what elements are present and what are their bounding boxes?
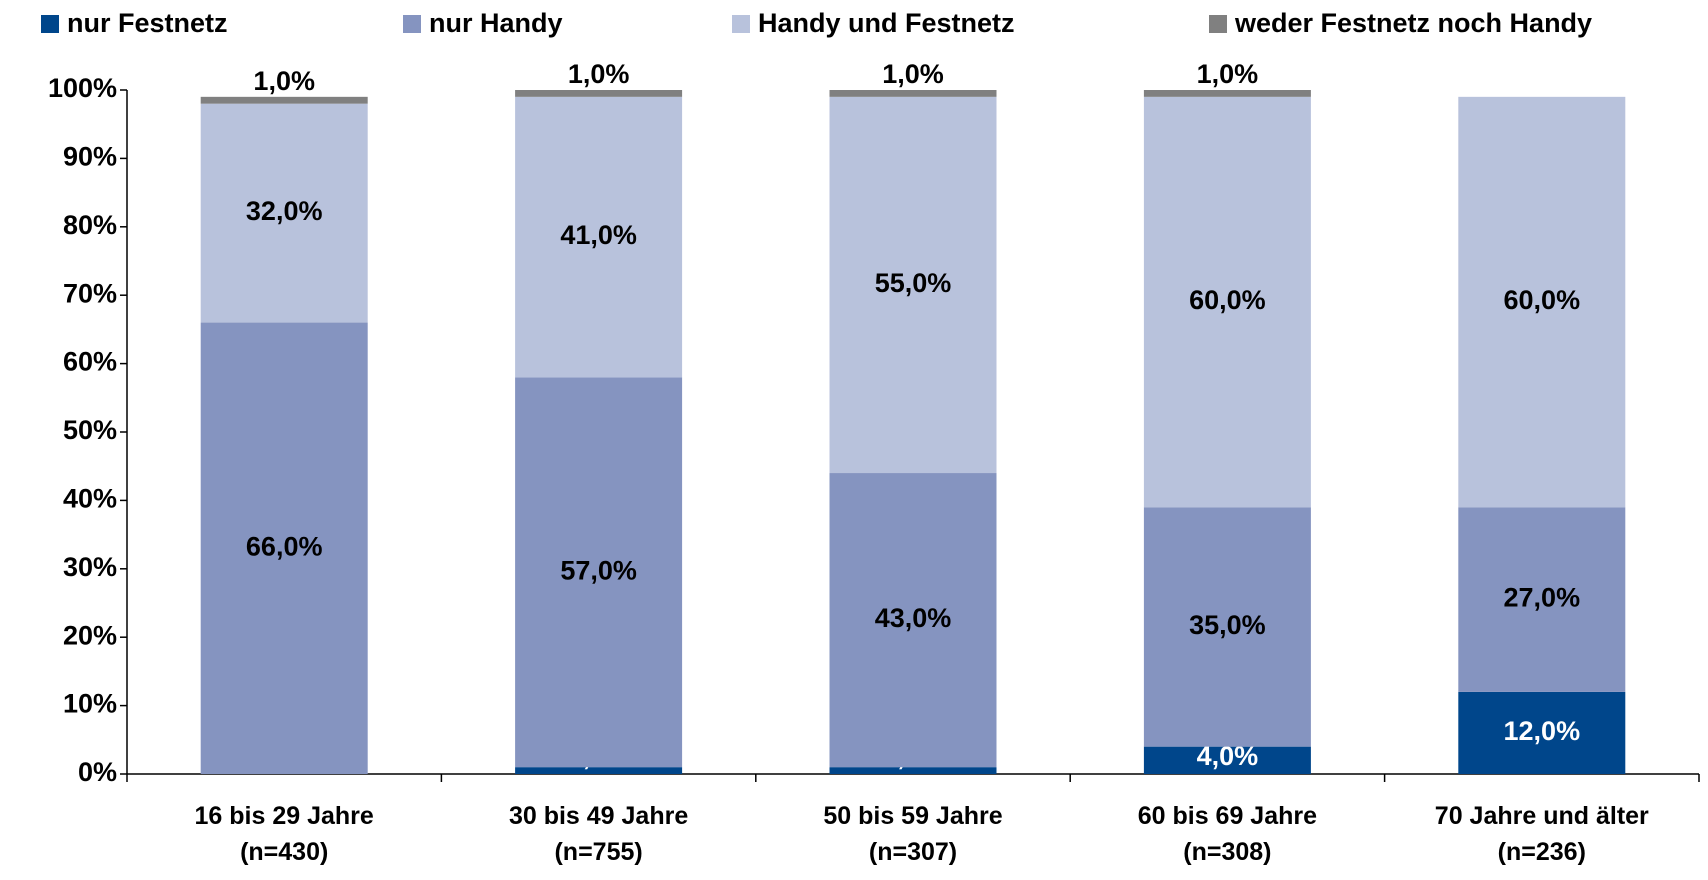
x-tick-label: 50 bis 59 Jahre (n=307) [823,802,1003,866]
legend-label: nur Handy [429,8,563,38]
bar-segment [515,377,683,768]
x-tick-label: 70 Jahre und älter (n=236) [1434,802,1649,866]
bar-segment [829,90,997,97]
data-label: 66,0% [246,531,323,561]
y-tick-label: 90% [63,142,117,172]
y-tick-label: 100% [48,73,117,103]
bar-segment [1458,96,1626,508]
y-tick-label: 60% [63,347,117,377]
bar-segment [829,767,997,774]
data-label: 1,0% [253,66,315,96]
y-tick-label: 0% [78,757,117,787]
data-label: 27,0% [1504,583,1581,613]
y-tick-label: 10% [63,689,117,719]
data-label: 1,0% [568,59,630,89]
x-tick-label: 30 bis 49 Jahre (n=755) [508,802,689,866]
bar-segment [515,96,683,378]
y-tick-label: 40% [63,484,117,514]
legend-swatch [41,15,59,33]
data-label: 55,0% [875,268,952,298]
bar-segment [1143,507,1311,747]
bar-segment [1458,507,1626,692]
data-label: 60,0% [1189,285,1266,315]
data-label: 12,0% [1504,716,1581,746]
legend-swatch [403,15,421,33]
data-label: 60,0% [1504,285,1581,315]
bar-segment [829,96,997,474]
y-tick-label: 30% [63,552,117,582]
data-label: 32,0% [246,196,323,226]
legend-label: weder Festnetz noch Handy [1234,8,1592,38]
y-tick-label: 50% [63,415,117,445]
data-label: 1,0% [882,59,944,89]
bar-segment [200,96,368,104]
bar-segment [1143,90,1311,97]
legend-label: Handy und Festnetz [758,8,1015,38]
y-tick-label: 70% [63,278,117,308]
legend-swatch [1209,15,1227,33]
bar-segment [200,103,368,323]
y-tick-label: 80% [63,210,117,240]
bar-segment [829,473,997,768]
x-tick-label: 60 bis 69 Jahre (n=308) [1137,802,1318,866]
bar-segment [1143,746,1311,774]
data-label: 1,0% [1197,59,1259,89]
bar-segment [1458,691,1626,774]
legend-label: nur Festnetz [67,8,228,38]
data-label: 35,0% [1189,610,1266,640]
x-tick-label: 16 bis 29 Jahre (n=430) [194,802,374,866]
bar-segment [200,322,368,774]
data-label: 57,0% [560,555,637,585]
bar-segment [1143,96,1311,508]
legend-swatch [732,15,750,33]
bar-segment [515,90,683,97]
data-label: 43,0% [875,603,952,633]
y-tick-label: 20% [63,620,117,650]
data-label: 41,0% [560,220,637,250]
bar-segment [515,767,683,774]
